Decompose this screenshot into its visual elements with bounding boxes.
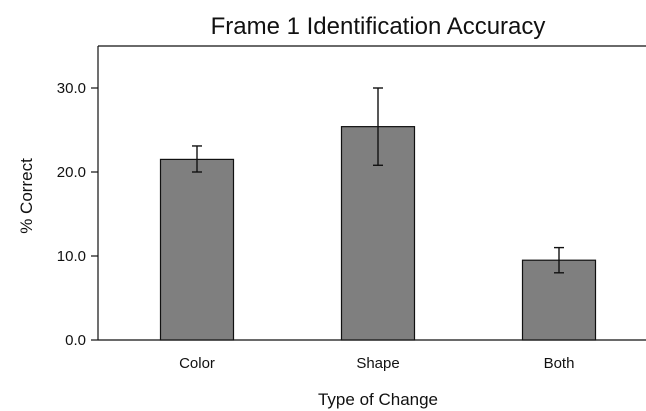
bar-color bbox=[161, 159, 234, 340]
y-axis-label: % Correct bbox=[17, 158, 36, 234]
x-tick-labels: Color Shape Both bbox=[179, 355, 574, 372]
chart-title: Frame 1 Identification Accuracy bbox=[211, 13, 546, 40]
y-tick-label: 10.0 bbox=[57, 248, 86, 265]
x-tick-label-color: Color bbox=[179, 355, 215, 372]
x-axis-label: Type of Change bbox=[318, 390, 438, 409]
y-ticks: 0.0 10.0 20.0 30.0 bbox=[57, 80, 98, 349]
x-tick-label-shape: Shape bbox=[356, 355, 399, 372]
y-tick-label: 0.0 bbox=[65, 332, 86, 349]
y-tick-label: 20.0 bbox=[57, 164, 86, 181]
y-tick-label: 30.0 bbox=[57, 80, 86, 97]
x-tick-label-both: Both bbox=[544, 355, 575, 372]
